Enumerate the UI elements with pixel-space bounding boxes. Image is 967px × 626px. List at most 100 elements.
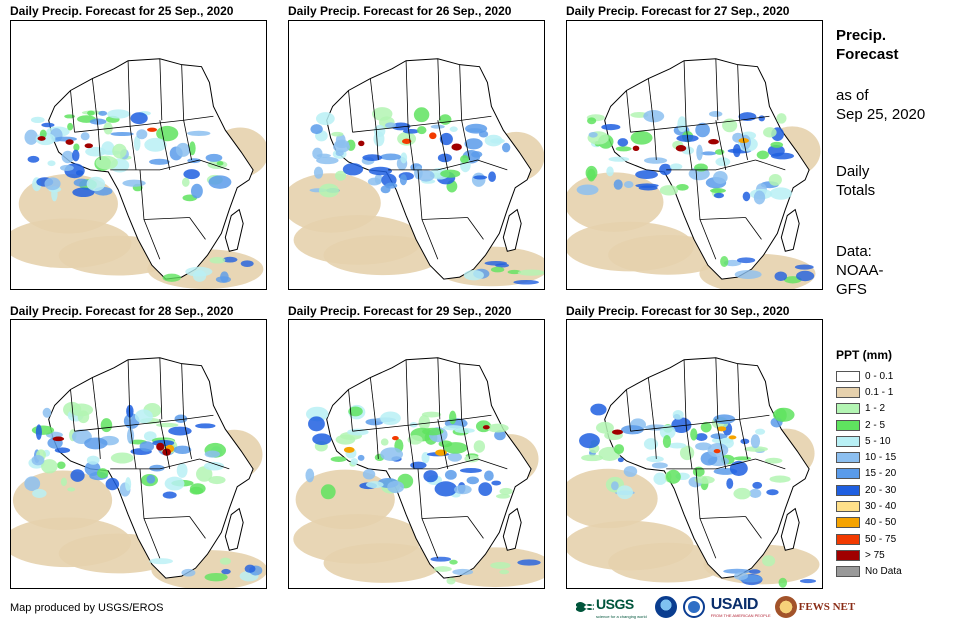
- rain-patch: [310, 124, 323, 135]
- panel-title-6: Daily Precip. Forecast for 30 Sep., 2020: [566, 304, 790, 318]
- usgs-wave-icon: [576, 602, 594, 612]
- rain-patch: [587, 117, 597, 125]
- madagascar-outline: [780, 507, 800, 551]
- rain-patch: [100, 418, 113, 433]
- rain-patch: [752, 481, 763, 489]
- rain-patch: [208, 175, 232, 189]
- rain-patch: [334, 139, 350, 149]
- rain-patch: [89, 118, 107, 125]
- rain-patch: [357, 454, 365, 461]
- heavy-rain-patch: [65, 139, 74, 145]
- agency-logos: USGS science for a changing world USAID …: [576, 594, 855, 620]
- rain-patch: [434, 481, 458, 497]
- rain-patch: [244, 564, 256, 573]
- rain-patch: [769, 475, 791, 483]
- rain-patch: [507, 269, 522, 275]
- rain-patch: [73, 178, 90, 187]
- country-border: [666, 159, 756, 171]
- rain-patch: [418, 414, 431, 431]
- rain-patch: [130, 112, 148, 125]
- country-border: [683, 60, 687, 127]
- legend-label: 30 - 40: [865, 501, 897, 513]
- rain-patch: [41, 122, 55, 128]
- country-border: [375, 130, 379, 160]
- rain-patch: [651, 462, 668, 469]
- rain-patch: [318, 183, 340, 198]
- rain-patch: [770, 152, 795, 160]
- rain-patch: [350, 458, 358, 466]
- rain-patch: [437, 153, 452, 163]
- country-border: [437, 357, 441, 420]
- rain-patch: [348, 406, 363, 417]
- rain-patch: [149, 158, 170, 165]
- country-border: [97, 429, 101, 459]
- rain-patch: [471, 172, 486, 187]
- rain-patch: [672, 410, 684, 420]
- rain-patch: [60, 477, 67, 487]
- country-border: [739, 419, 748, 460]
- rain-patch: [676, 183, 689, 191]
- rain-patch: [646, 455, 664, 463]
- rain-patch: [723, 568, 751, 574]
- rain-patch: [495, 263, 510, 268]
- rain-patch: [380, 447, 404, 462]
- rain-patch: [459, 467, 482, 474]
- heavy-rain-patch: [728, 435, 737, 440]
- country-border: [91, 78, 99, 131]
- country-border: [388, 159, 478, 171]
- usgs-logo: USGS science for a changing world: [576, 596, 647, 619]
- rain-patch: [513, 279, 539, 285]
- rain-patch: [616, 485, 633, 500]
- rain-patch: [713, 170, 728, 184]
- country-border: [183, 120, 192, 161]
- heavy-rain-patch: [429, 132, 437, 140]
- panel-title-1: Daily Precip. Forecast for 25 Sep., 2020: [10, 4, 234, 18]
- rain-patch: [440, 169, 461, 178]
- rain-patch: [367, 177, 381, 186]
- panel-title-2: Daily Precip. Forecast for 26 Sep., 2020: [288, 4, 512, 18]
- country-border: [459, 64, 463, 121]
- rain-patch: [733, 572, 749, 581]
- rain-patch: [695, 433, 708, 441]
- daily-totals-label: Daily Totals: [836, 163, 876, 199]
- rain-patch: [190, 183, 203, 199]
- country-border: [417, 468, 468, 519]
- country-border: [407, 126, 415, 170]
- country-border: [477, 458, 508, 470]
- rain-patch: [335, 150, 344, 157]
- country-border: [189, 516, 206, 539]
- rain-patch: [73, 143, 80, 152]
- rain-patch: [617, 138, 629, 147]
- country-border: [630, 115, 770, 133]
- legend-label: 5 - 10: [865, 435, 891, 447]
- heavy-rain-patch: [451, 143, 462, 151]
- rain-patch: [308, 416, 325, 432]
- country-border: [417, 169, 468, 220]
- rain-patch: [95, 155, 118, 170]
- rain-patch: [67, 122, 74, 131]
- rain-patch: [105, 477, 120, 491]
- heavy-rain-patch: [392, 435, 399, 441]
- country-border: [159, 419, 171, 469]
- rain-patch: [215, 276, 232, 283]
- rain-patch: [112, 143, 127, 159]
- rain-patch: [615, 146, 632, 152]
- rain-patch: [459, 155, 470, 164]
- rain-patch: [606, 166, 614, 177]
- heavy-rain-patch: [156, 442, 165, 451]
- country-border: [421, 518, 439, 559]
- heavy-rain-patch: [717, 426, 727, 432]
- rain-patch: [449, 559, 458, 565]
- rain-patch: [305, 468, 315, 483]
- country-border: [74, 414, 214, 432]
- rain-patch: [753, 190, 766, 205]
- rain-patch: [189, 141, 196, 156]
- rain-patch: [750, 434, 761, 449]
- rain-patch: [31, 425, 55, 435]
- heavy-rain-patch: [611, 429, 623, 435]
- legend-swatch: [836, 501, 860, 513]
- rain-patch: [444, 469, 457, 480]
- rain-patch: [732, 144, 741, 158]
- rain-patch: [490, 562, 511, 569]
- country-border: [369, 377, 377, 430]
